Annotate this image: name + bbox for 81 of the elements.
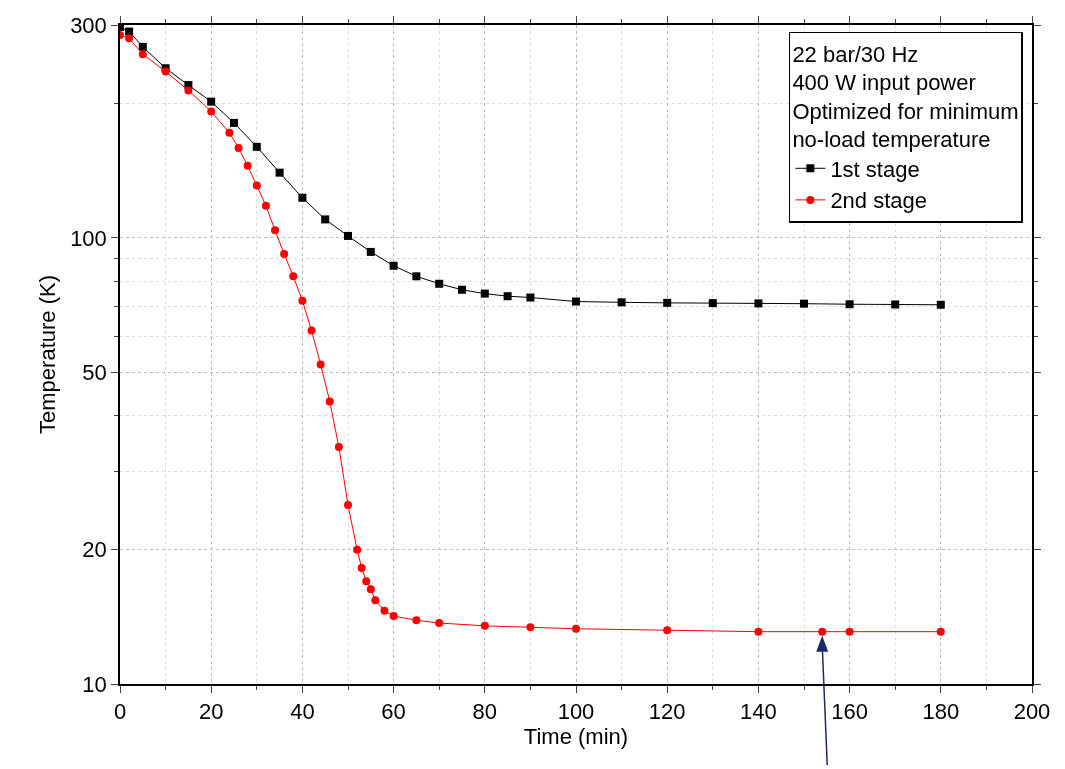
point [334,442,343,451]
y-tick-label: 100 [70,225,107,251]
point [708,299,717,308]
point [818,627,827,636]
point [503,292,512,301]
x-tick-label: 120 [648,699,686,725]
point [353,545,362,554]
point [572,297,580,306]
point [754,299,763,308]
point [307,326,316,335]
point [271,226,280,235]
point [138,42,147,51]
point [261,201,270,210]
x-tick-label: 60 [381,699,406,725]
point [412,616,421,625]
point [435,619,444,627]
point [362,577,371,586]
x-tick-label: 80 [472,699,498,725]
y-tick-label: 20 [82,537,107,563]
point [321,215,330,224]
point [366,585,375,594]
point [412,272,421,281]
x-tick-label: 200 [1013,699,1051,725]
point [389,261,398,270]
point [936,627,945,636]
point [891,300,900,309]
point [298,296,307,305]
y-axis-title: Temperature (K) [35,275,61,434]
point [207,107,216,116]
point [572,624,580,633]
point [125,34,134,43]
point [845,627,854,636]
point [663,298,672,307]
point [289,272,298,281]
point [526,623,535,632]
point [526,293,535,302]
point [380,606,389,615]
point [458,285,466,294]
point [344,500,352,509]
point [344,231,352,240]
x-axis-title: Time (min) [523,724,629,750]
point [800,299,808,308]
point [754,627,763,636]
point [316,360,325,369]
point [617,298,626,307]
point [357,563,366,572]
point [371,596,380,605]
x-tick-label: 140 [740,699,777,725]
x-tick-label: 20 [198,699,224,725]
point [366,247,375,256]
x-tick-label: 180 [922,699,960,725]
point [243,161,252,170]
x-tick-label: 160 [831,699,868,725]
x-tick-label: 100 [557,699,595,725]
point [252,181,261,190]
point [207,97,216,106]
legend-label: 1st stage [830,156,920,182]
point [280,250,289,259]
y-tick-label: 50 [82,359,107,385]
point [138,50,147,59]
point [480,289,489,298]
point [184,86,193,95]
point [845,300,854,309]
point [389,612,398,621]
point [325,397,334,406]
x-tick-label: 40 [290,699,315,725]
point [234,144,243,153]
y-tick-label: 300 [70,12,107,38]
legend-label: 2nd stage [830,188,928,214]
y-tick-label: 10 [82,671,107,697]
point [225,128,234,137]
point [435,279,444,288]
x-tick-label: 0 [113,699,127,725]
point [275,168,284,177]
point [230,118,238,127]
point [936,300,945,309]
point [663,626,672,635]
point [480,621,489,630]
legend-title: 22 bar/30 Hz 400 W input power Optimized for minimum no-load temperature [792,41,1019,153]
point [298,193,307,202]
point [252,142,261,151]
